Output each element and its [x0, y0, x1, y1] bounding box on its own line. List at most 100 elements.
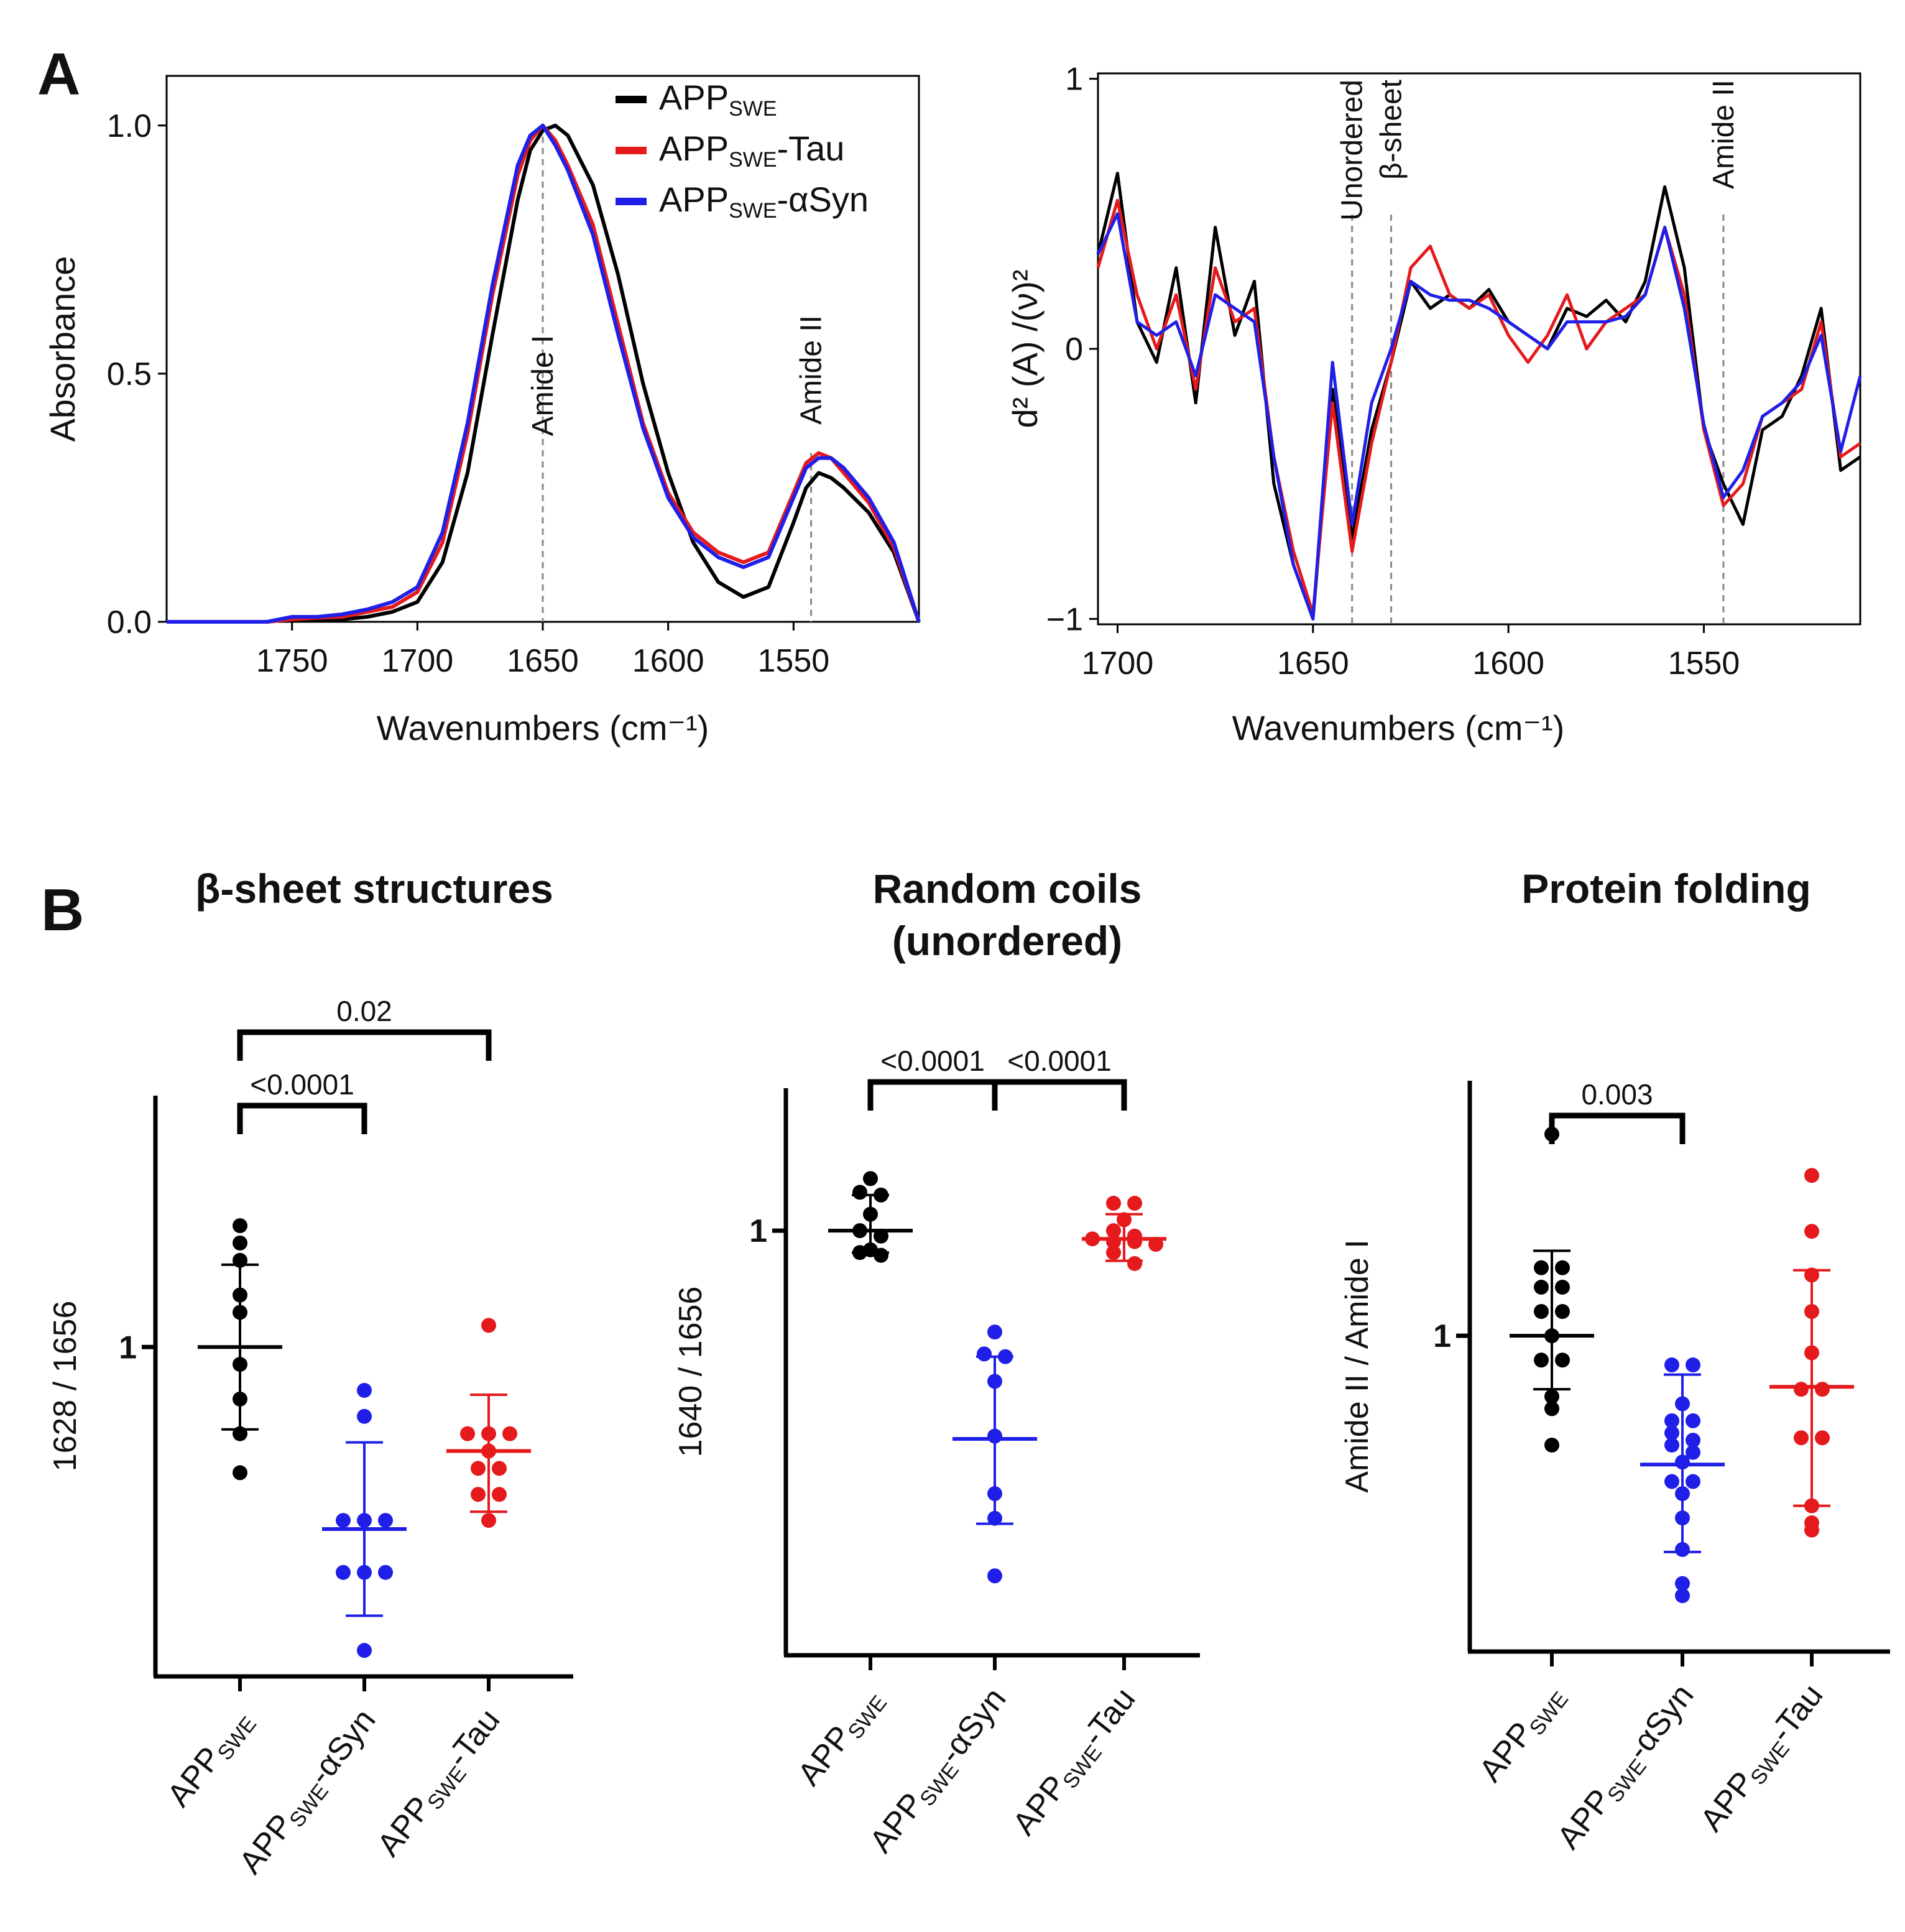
- data-point: [357, 1565, 372, 1580]
- x-axis-label: Wavenumbers (cm⁻¹): [1232, 708, 1565, 747]
- data-point: [1085, 1231, 1100, 1247]
- data-point: [1664, 1413, 1679, 1428]
- panel-title: (unordered): [892, 918, 1122, 964]
- x-tick-label: 1750: [256, 643, 328, 679]
- data-point: [1815, 1430, 1830, 1446]
- data-point: [481, 1513, 496, 1528]
- data-point: [1106, 1223, 1121, 1239]
- annotation-label: Amide I: [527, 335, 560, 437]
- x-tick-label: 1600: [1472, 645, 1544, 682]
- y-axis-label: 1640 / 1656: [673, 1287, 709, 1458]
- data-point: [1675, 1510, 1690, 1526]
- annotation-label: Amide II: [1707, 80, 1740, 189]
- x-tick-label: 1700: [381, 643, 453, 679]
- data-point: [1686, 1357, 1700, 1373]
- data-point: [987, 1510, 1002, 1526]
- y-axis-label: 1628 / 1656: [47, 1301, 83, 1472]
- data-point: [874, 1228, 888, 1244]
- category-label: APPSWE-Tau: [1694, 1678, 1833, 1841]
- legend-label: APPSWE-Tau: [659, 129, 844, 172]
- data-point: [1686, 1433, 1700, 1448]
- y-tick-label: 1: [749, 1213, 767, 1249]
- x-tick-label: 1550: [1668, 645, 1740, 682]
- data-point: [1686, 1413, 1700, 1428]
- data-point: [1804, 1304, 1819, 1320]
- data-point: [1555, 1280, 1570, 1295]
- data-point: [852, 1223, 867, 1239]
- data-point: [481, 1318, 496, 1333]
- significance-bracket: [1549, 1112, 1686, 1144]
- data-point: [852, 1245, 867, 1260]
- data-point: [1675, 1396, 1690, 1412]
- data-point: [233, 1305, 247, 1320]
- data-point: [852, 1185, 867, 1200]
- random-coils-scatter-chart: Random coils (unordered) 1 1640 / 1656 APPSW…: [673, 866, 1200, 1859]
- data-point: [378, 1565, 393, 1580]
- data-point: [492, 1487, 507, 1502]
- significance-bracket: [867, 1079, 998, 1111]
- data-point: [1804, 1345, 1819, 1361]
- data-point: [233, 1235, 247, 1250]
- data-point: [233, 1252, 247, 1268]
- data-point: [1106, 1234, 1121, 1249]
- significance-bracket: [992, 1079, 1127, 1111]
- data-point: [1544, 1389, 1559, 1404]
- absorbance-spectrum-chart: 1750 1700 1650 1600 1550 0.0 0.5 1.0 Wavenumbers…: [43, 75, 921, 747]
- data-point: [1675, 1454, 1690, 1470]
- data-point: [1815, 1382, 1830, 1397]
- data-point: [1534, 1304, 1549, 1320]
- panel-letter-b: B: [41, 877, 84, 943]
- category-label: APPSWE-Tau: [371, 1703, 510, 1865]
- data-point: [987, 1486, 1002, 1502]
- data-point: [1106, 1245, 1121, 1260]
- annotation-label: Amide II: [795, 315, 828, 425]
- data-point: [1804, 1224, 1819, 1239]
- y-axis-label: Amide II / Amide I: [1339, 1239, 1375, 1493]
- data-point: [1555, 1260, 1570, 1275]
- p-value-label: <0.0001: [880, 1045, 985, 1077]
- data-point: [1794, 1382, 1809, 1397]
- category-label: APPSWE-Tau: [1006, 1681, 1145, 1844]
- data-point: [336, 1513, 351, 1528]
- y-tick-label: 1: [1433, 1318, 1451, 1354]
- annotation-label: β-sheet: [1375, 80, 1408, 180]
- data-point: [1664, 1437, 1679, 1453]
- panel-letter-a: A: [37, 41, 80, 108]
- series-line: [167, 123, 921, 624]
- data-point: [471, 1487, 486, 1502]
- y-tick-label: 0: [1065, 331, 1083, 367]
- data-point: [233, 1465, 247, 1481]
- data-point: [977, 1346, 992, 1362]
- data-point: [233, 1357, 247, 1372]
- data-point: [1127, 1255, 1142, 1271]
- data-point: [1544, 1328, 1559, 1344]
- x-tick-label: 1650: [1277, 645, 1349, 682]
- data-point: [502, 1426, 517, 1441]
- data-point: [1804, 1168, 1819, 1183]
- data-point: [987, 1374, 1002, 1389]
- data-point: [233, 1426, 247, 1441]
- beta-sheet-scatter-chart: β-sheet structures 1 1628 / 1656 APPSWE APPS…: [47, 866, 573, 1880]
- y-tick-label: 1.0: [107, 108, 152, 144]
- data-point: [471, 1461, 486, 1476]
- data-point: [233, 1218, 247, 1234]
- data-point: [1794, 1430, 1809, 1446]
- series-line: [1096, 198, 1861, 616]
- series-line: [167, 123, 921, 624]
- data-point: [481, 1443, 496, 1459]
- data-point: [357, 1643, 372, 1658]
- series-line: [1096, 212, 1862, 621]
- category-label: APPSWE: [791, 1681, 892, 1795]
- data-point: [1127, 1234, 1142, 1249]
- p-value-label: 0.02: [336, 995, 392, 1027]
- p-value-label: <0.0001: [250, 1068, 354, 1101]
- data-point: [1686, 1444, 1700, 1460]
- data-point: [1555, 1352, 1570, 1368]
- legend-label: APPSWE: [659, 78, 777, 121]
- data-point: [1664, 1425, 1679, 1441]
- y-tick-label: 1: [1065, 62, 1083, 98]
- data-point: [1148, 1237, 1163, 1252]
- category-label: APPSWE: [160, 1703, 261, 1816]
- data-point: [1544, 1401, 1559, 1417]
